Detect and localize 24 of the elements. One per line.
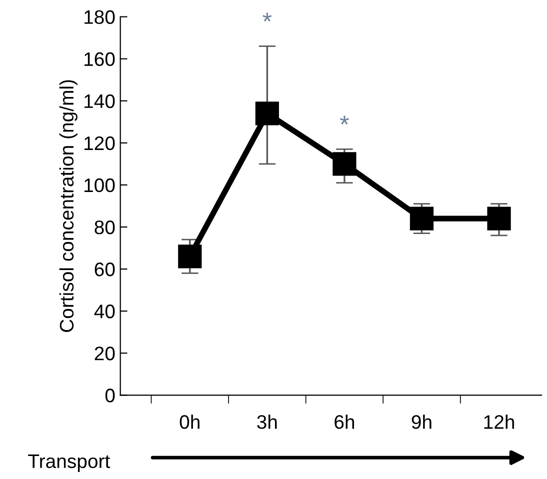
y-tick-label: 80 bbox=[94, 220, 115, 234]
y-tick-label: 20 bbox=[94, 346, 115, 360]
y-tick-label: 100 bbox=[84, 178, 115, 192]
annotation: * bbox=[340, 116, 349, 124]
y-tick-label: 160 bbox=[84, 52, 115, 66]
y-tick-label: 60 bbox=[94, 262, 115, 276]
y-tick-label: 140 bbox=[84, 94, 115, 108]
y-axis-title: Cortisol concentration (ng/ml) bbox=[59, 80, 78, 332]
point bbox=[178, 244, 202, 268]
x-tick-label: 9h bbox=[412, 414, 432, 429]
x-axis-title: Transport bbox=[28, 454, 110, 472]
y-tick-label: 180 bbox=[84, 10, 115, 24]
point bbox=[255, 102, 279, 126]
y-tick-label: 40 bbox=[94, 304, 115, 318]
annotation: * bbox=[262, 12, 272, 22]
y-tick-label: 120 bbox=[84, 136, 115, 150]
x-tick-label: 6h bbox=[334, 414, 354, 429]
x-tick-label: 3h bbox=[257, 414, 277, 429]
x-tick-label: 0h bbox=[180, 414, 200, 429]
point bbox=[332, 152, 356, 176]
x-tick-label: 12h bbox=[484, 414, 514, 429]
point bbox=[410, 206, 434, 230]
point bbox=[487, 206, 511, 230]
y-tick-label: 0 bbox=[105, 388, 115, 402]
